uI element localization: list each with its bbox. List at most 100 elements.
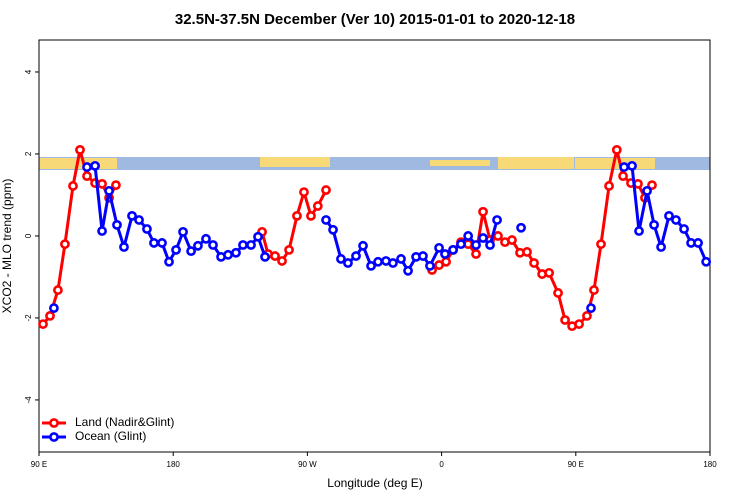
data-point	[560, 315, 570, 325]
data-point	[553, 288, 563, 298]
data-point	[193, 240, 203, 251]
data-point	[425, 260, 435, 271]
data-point	[671, 215, 681, 225]
data-point	[664, 210, 674, 221]
legend-label: Land (Nadir&Glint)	[75, 415, 174, 429]
data-point	[403, 265, 413, 276]
data-point	[104, 185, 114, 196]
data-point	[544, 267, 555, 278]
data-point	[53, 285, 63, 295]
y-tick-label: 0	[24, 233, 33, 238]
data-point	[157, 238, 167, 248]
data-point	[90, 160, 100, 171]
data-point	[358, 240, 368, 251]
data-point	[642, 185, 652, 196]
data-point	[586, 303, 596, 314]
legend-marker	[49, 418, 59, 428]
data-point	[201, 233, 211, 244]
data-point	[574, 319, 584, 329]
x-tick-label: 180	[703, 460, 717, 469]
data-point	[149, 238, 159, 248]
x-tick-label: 180	[167, 460, 181, 469]
y-tick-label: 2	[24, 151, 33, 156]
data-point	[186, 246, 196, 257]
data-point	[49, 303, 59, 314]
legend: Land (Nadir&Glint)Ocean (Glint)	[42, 415, 174, 443]
chart-title: 32.5N-37.5N December (Ver 10) 2015-01-01…	[175, 11, 575, 28]
y-tick-label: -2	[24, 314, 33, 322]
data-point	[388, 258, 398, 268]
data-point	[396, 254, 406, 264]
data-point	[82, 162, 92, 172]
data-point	[634, 226, 644, 236]
data-point	[45, 310, 55, 321]
series	[49, 160, 712, 314]
x-tick-label: 90 E	[31, 460, 47, 469]
x-tick-label: 90 E	[568, 460, 584, 469]
data-point	[306, 210, 316, 221]
data-point	[60, 239, 70, 250]
data-point	[231, 247, 241, 258]
data-point	[619, 162, 630, 172]
data-point	[299, 187, 309, 197]
x-tick-label: 0	[439, 460, 444, 469]
data-point	[68, 181, 78, 191]
data-point	[516, 222, 526, 233]
y-axis-label: XCO2 - MLO trend (ppm)	[0, 179, 14, 314]
data-point	[119, 242, 129, 252]
data-point	[478, 206, 488, 217]
data-point	[596, 239, 606, 250]
data-point	[164, 256, 174, 267]
data-point	[418, 251, 428, 261]
legend-label: Ocean (Glint)	[75, 429, 146, 443]
data-point	[321, 185, 331, 195]
data-point	[618, 171, 628, 182]
data-point	[238, 240, 248, 250]
data-point	[507, 235, 517, 245]
data-point	[142, 224, 152, 234]
data-point	[127, 210, 137, 221]
data-point	[478, 233, 488, 243]
data-point	[312, 201, 323, 211]
data-point	[434, 242, 444, 253]
data-point	[336, 254, 346, 264]
data-point	[492, 215, 502, 225]
data-point	[471, 240, 481, 250]
data-point	[208, 240, 218, 250]
data-point	[253, 231, 263, 242]
data-point	[448, 244, 458, 255]
data-point	[463, 231, 474, 241]
data-point	[611, 144, 622, 155]
data-point	[260, 251, 270, 262]
data-point	[171, 244, 181, 255]
data-point	[284, 244, 294, 255]
data-point	[589, 285, 599, 295]
data-point	[679, 224, 689, 234]
data-point	[656, 242, 666, 252]
data-point	[529, 258, 539, 268]
data-point	[246, 240, 256, 250]
data-point	[321, 215, 331, 225]
data-point	[604, 181, 614, 191]
data-point	[456, 239, 466, 250]
data-point	[97, 178, 107, 189]
data-point	[351, 251, 361, 261]
data-point	[627, 160, 637, 171]
data-point	[343, 258, 353, 268]
plot-frame	[38, 39, 711, 453]
series-line	[41, 148, 118, 326]
data-point	[373, 256, 383, 267]
y-tick-label: -4	[24, 396, 33, 404]
data-point	[582, 310, 592, 321]
data-point	[366, 260, 376, 271]
data-point	[134, 215, 144, 225]
data-point	[178, 226, 188, 237]
data-point	[223, 249, 233, 260]
series	[38, 144, 657, 332]
data-point	[277, 256, 287, 266]
data-point	[75, 144, 85, 155]
data-point	[440, 249, 450, 259]
data-point	[441, 256, 451, 267]
y-tick-label: 4	[24, 69, 33, 74]
